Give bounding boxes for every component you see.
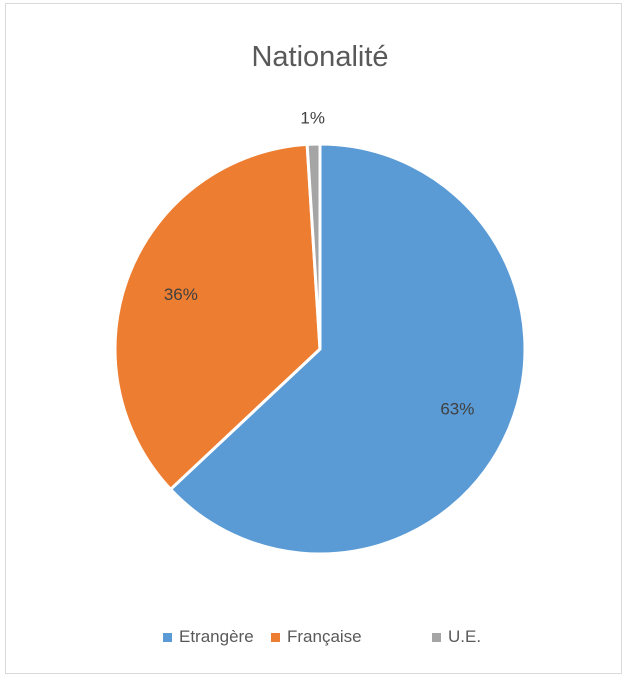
- legend-label-francaise: Française: [287, 627, 362, 646]
- legend-swatch-u-e: [432, 633, 441, 642]
- chart-title: Nationalité: [251, 41, 388, 73]
- legend-swatch-francaise: [271, 633, 280, 642]
- pie-data-labels: 63% 36% 1%: [164, 108, 475, 418]
- legend-item-francaise: Française: [271, 627, 362, 646]
- data-label-francaise: 36%: [164, 285, 198, 304]
- legend-swatch-etrangere: [163, 633, 172, 642]
- data-label-u-e: 1%: [300, 108, 325, 127]
- pie-slice-francaise: [113, 142, 322, 491]
- legend-label-etrangere: Etrangère: [179, 627, 254, 646]
- legend-item-etrangere: Etrangère: [163, 627, 254, 646]
- legend: Etrangère Française U.E.: [163, 627, 481, 646]
- pie-slices: [113, 142, 527, 556]
- legend-label-u-e: U.E.: [448, 627, 481, 646]
- pie-slice-etrangere: [169, 142, 527, 556]
- data-label-etrangere: 63%: [440, 399, 474, 418]
- legend-item-u-e: U.E.: [432, 627, 481, 646]
- pie-slice-u-e: [305, 142, 322, 351]
